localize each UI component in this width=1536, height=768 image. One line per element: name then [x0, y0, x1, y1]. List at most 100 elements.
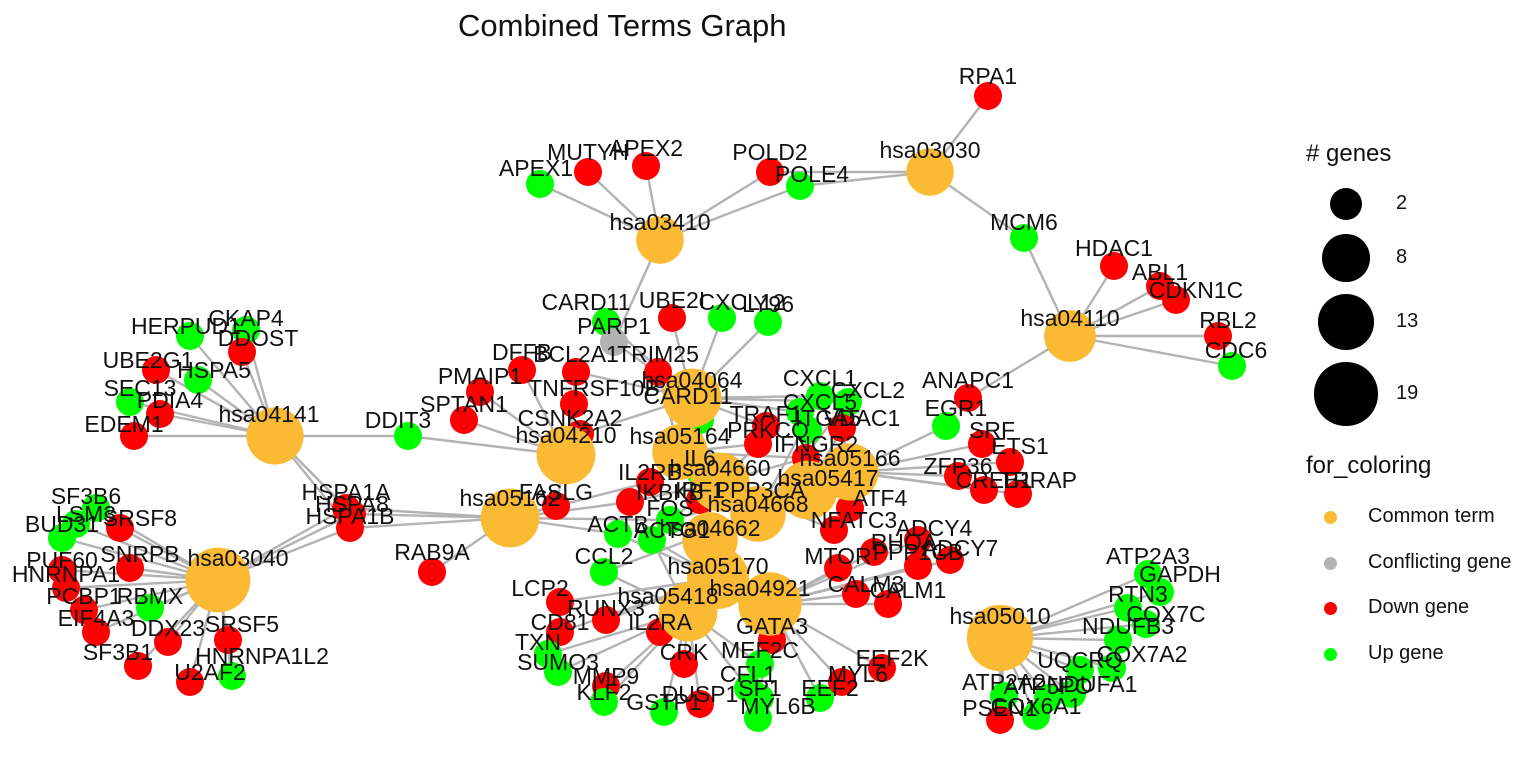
size-legend-label-2: 2	[1396, 192, 1408, 214]
gene-node-rbmx	[136, 594, 164, 622]
node-label-adcy4: ADCY4	[896, 515, 973, 541]
gene-node-dusp1	[686, 690, 714, 718]
node-label-ifngr2: IFNGR2	[774, 431, 858, 457]
gene-node-cdkn1c	[1162, 286, 1190, 314]
gene-node-ube2i	[658, 304, 686, 332]
color-legend-label-down-gene: Down gene	[1368, 596, 1470, 618]
node-label-vdac1: VDAC1	[824, 405, 901, 431]
node-label-faslg: FASLG	[519, 479, 593, 505]
term-node-hsa05010	[966, 604, 1034, 672]
gene-node-sumo3	[544, 658, 572, 686]
gene-node-anapc1	[954, 384, 982, 412]
node-label-zfp36: ZFP36	[923, 453, 992, 479]
node-label-lsm3: LSM3	[56, 501, 116, 527]
term-node-hsa03410	[636, 216, 684, 264]
node-label-hsa05166: hsa05166	[799, 445, 900, 471]
gene-node-rtn3	[1114, 594, 1142, 622]
size-legend-label-8: 8	[1396, 246, 1408, 268]
node-label-trim25: TRIM25	[617, 341, 699, 367]
node-label-hnrnpa1: HNRNPA1	[12, 561, 120, 587]
gene-node-actg1	[638, 526, 666, 554]
gene-node-cox7c	[1132, 610, 1160, 638]
gene-node-cox7a2	[1098, 654, 1126, 682]
size-legend-title: # genes	[1306, 140, 1392, 167]
color-legend-dot-down-gene	[1324, 602, 1337, 615]
node-label-cdc6: CDC6	[1205, 337, 1268, 363]
gene-node-edem1	[120, 422, 148, 450]
gene-node-ndufb3	[1104, 626, 1132, 654]
term-node-hsa04141	[246, 407, 304, 465]
gene-node-faslg	[542, 492, 570, 520]
node-label-hsa05162: hsa05162	[459, 485, 560, 511]
node-label-hsa04110: hsa04110	[1020, 305, 1119, 331]
node-label-pole4: POLE4	[775, 161, 849, 187]
node-label-hdac1: HDAC1	[1075, 235, 1153, 261]
node-label-anapc1: ANAPC1	[922, 367, 1014, 393]
node-label-calm3: CALM3	[828, 571, 905, 597]
gene-node-ndufa1	[1058, 680, 1086, 708]
node-label-klf2: KLF2	[577, 679, 632, 705]
node-label-ube2g1: UBE2G1	[103, 347, 194, 373]
node-label-hsa04210: hsa04210	[515, 422, 616, 448]
node-label-atp5po: ATP5PO	[1003, 673, 1092, 699]
gene-node-actb	[604, 520, 632, 548]
node-label-ndufb3: NDUFB3	[1082, 613, 1174, 639]
node-label-ndufa1: NDUFA1	[1047, 671, 1138, 697]
gene-node-vdac1	[828, 414, 856, 442]
gene-node-gapdh	[1146, 578, 1174, 606]
gene-node-cd81	[546, 618, 574, 646]
gene-node-cox6a1	[1022, 702, 1050, 730]
node-label-ccl2: CCL2	[575, 543, 634, 569]
node-label-csnk2a2: CSNK2A2	[518, 405, 623, 431]
gene-node-herpud1	[176, 322, 204, 350]
node-label-txn: TXN	[515, 629, 561, 655]
node-label-abl1: ABL1	[1132, 259, 1188, 285]
node-label-cox7c: COX7C	[1126, 601, 1205, 627]
node-label-bcl2a1: BCL2A1	[533, 341, 619, 367]
node-label-cox7a2: COX7A2	[1097, 641, 1188, 667]
node-label-egr1: EGR1	[925, 395, 988, 421]
node-label-actg1: ACTG1	[634, 517, 711, 543]
node-label-pold2: POLD2	[732, 139, 807, 165]
gene-node-sf3b6	[82, 494, 110, 522]
gene-node-mtor	[824, 554, 852, 582]
node-label-atp2a3: ATP2A3	[1106, 543, 1190, 569]
color-legend-dot-conflicting-gene	[1324, 557, 1337, 570]
gene-node-bud31	[48, 524, 76, 552]
gene-node-il2rb	[636, 468, 664, 496]
gene-node-rab9a	[418, 558, 446, 586]
node-label-sec13: SEC13	[104, 375, 177, 401]
node-label-myl6b: MYL6B	[740, 693, 815, 719]
node-label-card11_2: CARD11	[643, 383, 732, 409]
node-label-pdia4: PDIA4	[137, 387, 204, 413]
node-label-fos: FOS	[646, 495, 693, 521]
gene-node-bcl2a1	[562, 358, 590, 386]
gene-node-atp2a2	[990, 682, 1018, 710]
node-label-actb: ACTB	[587, 511, 648, 537]
node-label-hspa1b: HSPA1B	[305, 503, 394, 529]
node-label-hspa1a: HSPA1A	[301, 479, 391, 505]
gene-node-sf3b1	[124, 652, 152, 680]
node-label-hsa05418: hsa05418	[617, 583, 718, 609]
gene-node-eef2	[806, 684, 834, 712]
node-label-ddx23: DDX23	[131, 615, 205, 641]
gene-node-ppp1cb	[904, 552, 932, 580]
gene-node-eef2k	[868, 654, 896, 682]
node-label-cfl1: CFL1	[720, 661, 776, 687]
gene-node-trrap	[1004, 480, 1032, 508]
gene-node-ddit3	[394, 422, 422, 450]
edge-cdc6-hsa04110	[1069, 334, 1233, 368]
node-label-sp1: SP1	[738, 675, 781, 701]
node-label-rpa1: RPA1	[959, 63, 1017, 89]
node-label-hnrnpa1l2: HNRNPA1L2	[195, 643, 329, 669]
color-legend-dot-common-term	[1324, 511, 1337, 524]
node-label-mef2c: MEF2C	[721, 637, 799, 663]
size-legend-dot-19	[1314, 362, 1378, 426]
gene-node-calm3	[842, 580, 870, 608]
gene-node-adcy4	[904, 526, 932, 554]
node-label-hsa03040: hsa03040	[187, 545, 288, 571]
gene-node-adcy7	[936, 546, 964, 574]
node-label-cd81: CD81	[531, 609, 590, 635]
